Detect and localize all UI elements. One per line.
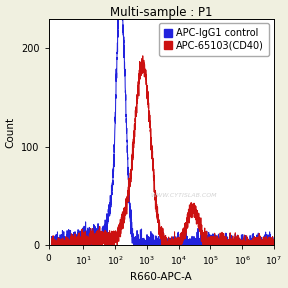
Legend: APC-IgG1 control, APC-65103(CD40): APC-IgG1 control, APC-65103(CD40) (159, 23, 269, 56)
X-axis label: R660-APC-A: R660-APC-A (130, 272, 192, 283)
Text: WWW.CYTISLAB.COM: WWW.CYTISLAB.COM (151, 193, 217, 198)
Title: Multi-sample : P1: Multi-sample : P1 (110, 5, 213, 18)
Y-axis label: Count: Count (5, 116, 16, 147)
